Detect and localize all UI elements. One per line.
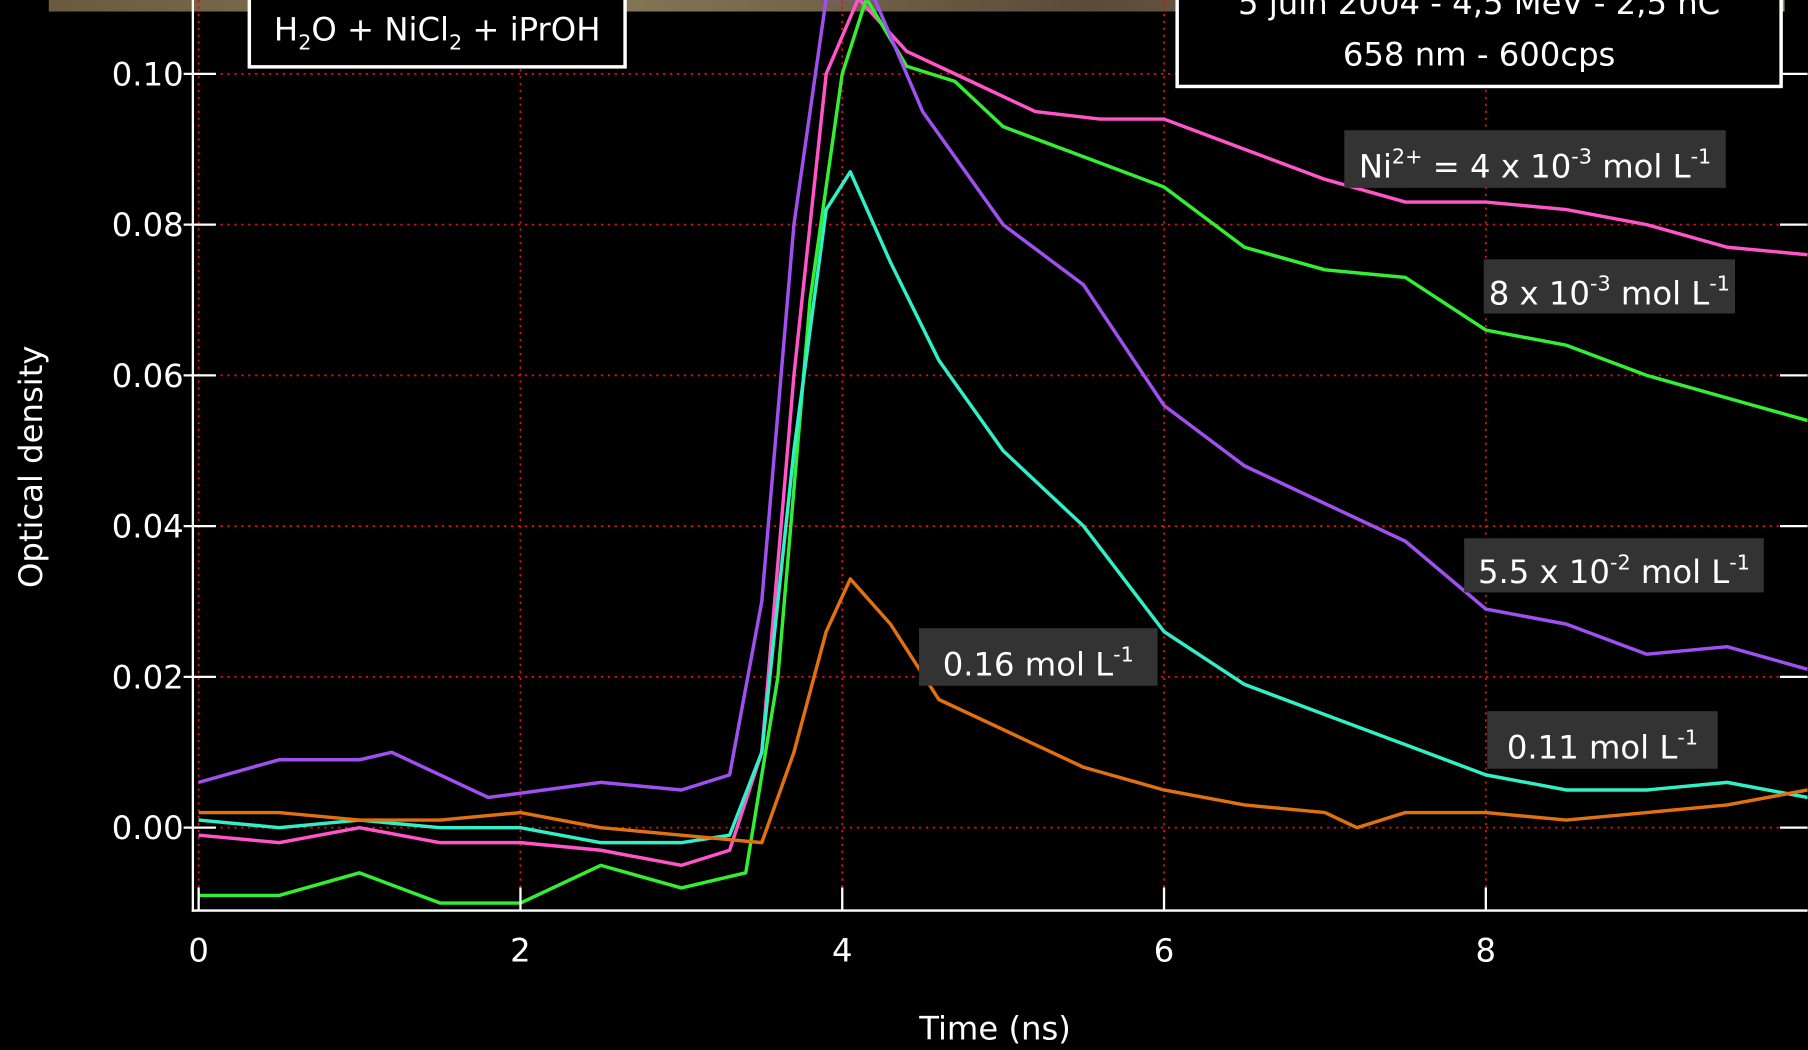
annotation-part: -1	[1677, 726, 1698, 750]
annotation-part: Ni	[1359, 147, 1392, 185]
annotation-part: = 4 x 10	[1423, 147, 1572, 185]
y-tick-label: 0.00	[112, 809, 184, 847]
y-tick-label: 0.04	[112, 508, 184, 546]
annotation-part: -2	[1610, 550, 1631, 574]
annotation: 0.16 mol L-1	[943, 643, 1134, 684]
annotation-part: -1	[1709, 271, 1730, 295]
annotation-part: -3	[1590, 271, 1611, 295]
annotation-part: 0.11 mol L	[1507, 728, 1677, 766]
chart: 0.000.020.040.060.080.1002468 H2O + NiCl…	[0, 0, 1808, 1050]
annotation-part: 2	[449, 31, 462, 55]
y-tick-label: 0.02	[112, 658, 184, 696]
annotation-part: + iPrOH	[462, 10, 600, 48]
annotation-part: 2+	[1392, 145, 1423, 169]
y-axis-label: Optical density	[12, 346, 50, 589]
x-tick-label: 4	[832, 931, 853, 969]
annotation-part: -3	[1571, 145, 1592, 169]
x-tick-label: 2	[510, 931, 531, 969]
annotation-part: mol L	[1592, 147, 1691, 185]
annotation-part: mol L	[1631, 553, 1730, 591]
annotation-part: -1	[1691, 145, 1712, 169]
annotation-part: 658 nm - 600cps	[1343, 36, 1616, 74]
annotation-part: 5.5 x 10	[1478, 553, 1610, 591]
annotation-part: -1	[1113, 643, 1134, 667]
x-axis-label: Time (ns)	[918, 1010, 1071, 1048]
x-tick-label: 0	[188, 931, 209, 969]
annotation: H2O + NiCl2 + iPrOH	[274, 10, 601, 54]
annotation-part: H	[274, 10, 298, 48]
x-tick-label: 6	[1154, 931, 1175, 969]
page: {"chart_data":{"type":"line","x_label":"…	[0, 0, 1808, 1050]
annotation-part: 0.16 mol L	[943, 645, 1113, 683]
annotation-part: 2	[298, 31, 311, 55]
annotation: 0.11 mol L-1	[1507, 726, 1698, 767]
annotation-part: 8 x 10	[1489, 274, 1590, 312]
annotation-part: mol L	[1611, 274, 1710, 312]
y-tick-label: 0.10	[112, 55, 184, 93]
data-line	[199, 579, 1808, 843]
annotation: 658 nm - 600cps	[1343, 36, 1616, 74]
annotation-part: O + NiCl	[311, 10, 449, 48]
x-tick-label: 8	[1476, 931, 1497, 969]
y-tick-label: 0.06	[112, 357, 184, 395]
annotation-part: 5 juin 2004 - 4,5 MeV - 2,5 nC	[1238, 0, 1720, 22]
annotation-part: -1	[1729, 550, 1750, 574]
y-tick-label: 0.08	[112, 206, 184, 244]
annotation: 5 juin 2004 - 4,5 MeV - 2,5 nC	[1238, 0, 1720, 22]
